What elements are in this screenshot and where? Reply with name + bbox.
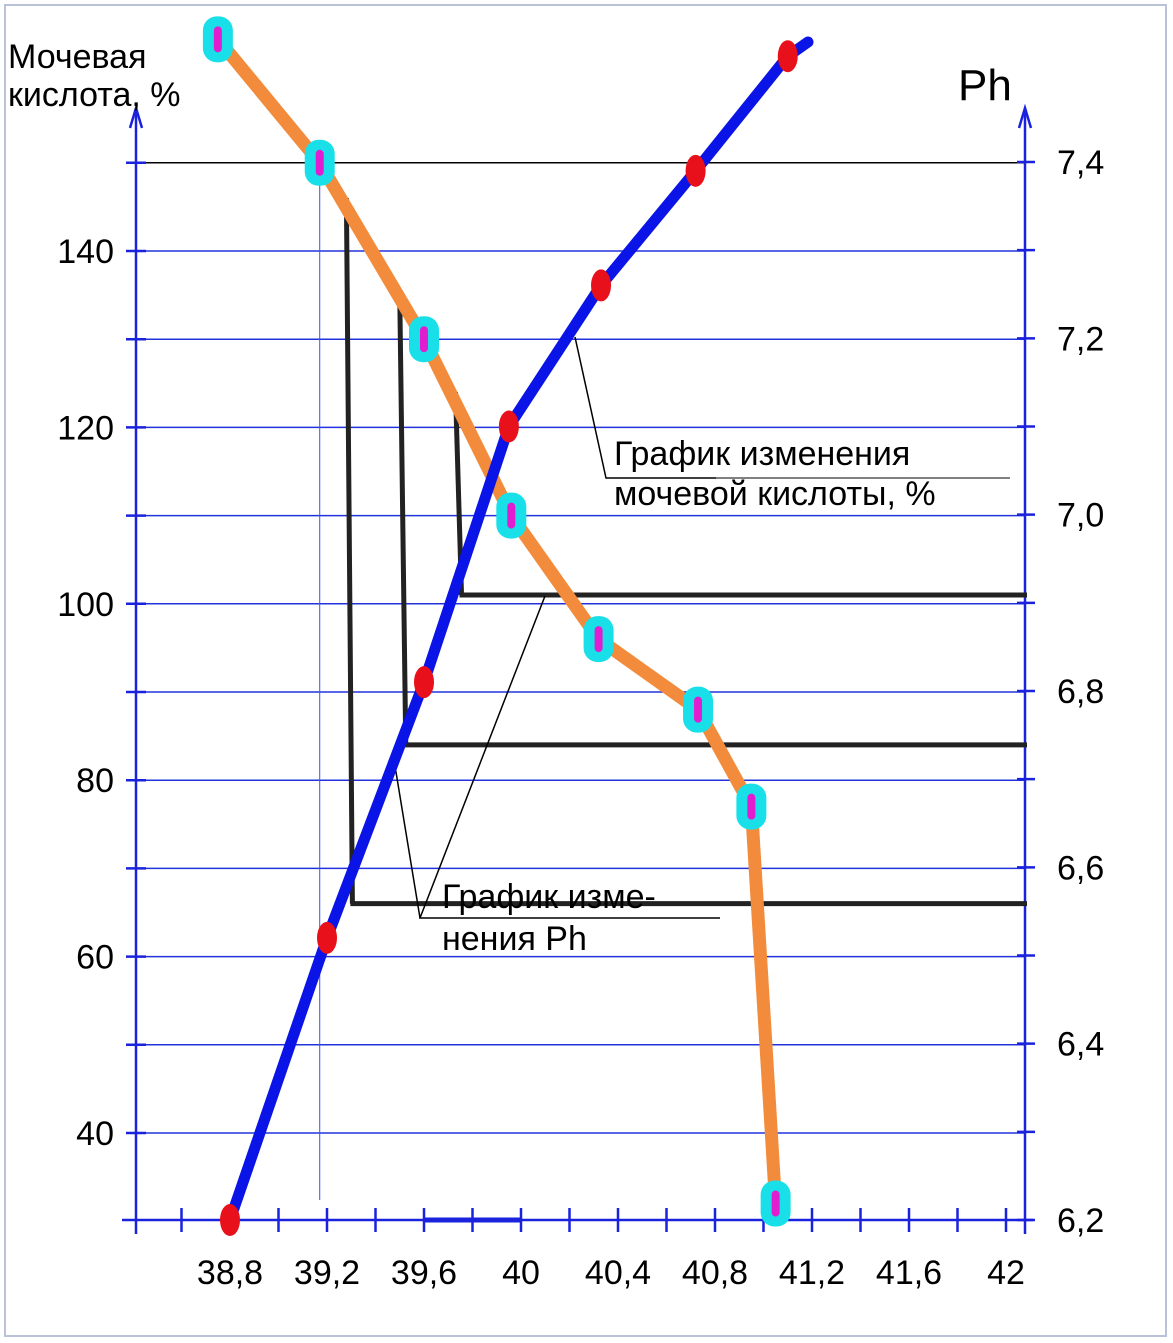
series-layer [202, 16, 814, 1236]
x-tick-label: 40,4 [585, 1254, 651, 1292]
annotation-leader-ph-2 [394, 765, 421, 919]
x-tick-label: 41,6 [876, 1254, 942, 1292]
x-tick-label: 38,8 [197, 1254, 263, 1292]
x-tick-label: 39,6 [391, 1254, 457, 1292]
series-line-ph [224, 36, 814, 1226]
y-right-tick-label: 6,4 [1057, 1026, 1104, 1064]
y-left-title-line1: Мочевая [8, 38, 147, 76]
y-left-tick-label: 60 [76, 939, 114, 977]
uric-acid-point-core [594, 626, 603, 653]
grid [126, 162, 1025, 1134]
y-right-title: Ph [958, 61, 1012, 110]
chart-frame [4, 4, 1167, 1337]
y-left-tick-label: 120 [57, 409, 114, 447]
x-tick-label: 42 [987, 1254, 1025, 1292]
uric-acid-point-core [771, 1190, 780, 1217]
x-tick-label: 40,8 [682, 1254, 748, 1292]
x-tick-label: 39,2 [294, 1254, 360, 1292]
y-left-tick-label: 140 [57, 233, 114, 271]
uric-acid-point-core [694, 696, 703, 723]
y-left-title-line2: кислота, % [8, 76, 180, 114]
y-left-tick-label: 80 [76, 762, 114, 800]
uric-acid-point-core [747, 793, 756, 820]
projection-vertical [343, 198, 355, 904]
annotation-uric-line2: мочевой кислоты, % [614, 475, 936, 513]
x-tick-label: 40 [502, 1254, 540, 1292]
y-right-tick-label: 7,4 [1057, 144, 1104, 182]
uric-acid-point-core [507, 502, 516, 529]
ph-point [685, 154, 706, 187]
ph-point [591, 269, 612, 302]
ph-point [498, 410, 519, 443]
annotation-leader-ph [418, 595, 720, 919]
y-right-tick-label: 7,0 [1057, 497, 1104, 535]
y-right-tick-label: 7,2 [1057, 320, 1104, 358]
y-right-axis-arrow [1017, 103, 1033, 129]
tick-labels: 38,8 39,2 39,6 40 40,4 40,8 41,2 41,6 42 140 120 10… [57, 144, 1104, 1292]
axes [122, 103, 1035, 1234]
projection-vertical [397, 295, 409, 745]
y-left-tick-label: 40 [76, 1115, 114, 1153]
y-right-tick-label: 6,6 [1057, 849, 1104, 887]
annotation-uric-line1: График изменения [614, 435, 910, 473]
uric-acid-point-core [315, 149, 324, 176]
y-left-axis-arrow [128, 103, 144, 129]
y-right-tick-label: 6,2 [1057, 1202, 1104, 1240]
annotation-ph-line1: График изме- [442, 878, 656, 916]
ph-point [777, 40, 798, 73]
uric-acid-point-core [213, 26, 222, 53]
y-right-tick-label: 6,8 [1057, 673, 1104, 711]
annotation-ph-line2: нения Ph [442, 920, 587, 958]
ph-point [414, 666, 434, 699]
x-tick-label: 41,2 [779, 1254, 845, 1292]
y-left-tick-label: 100 [57, 586, 114, 624]
ph-point [317, 921, 337, 954]
ph-point [220, 1204, 240, 1236]
series-line-uric-acid [211, 32, 783, 1211]
uric-acid-point-core [420, 326, 428, 353]
